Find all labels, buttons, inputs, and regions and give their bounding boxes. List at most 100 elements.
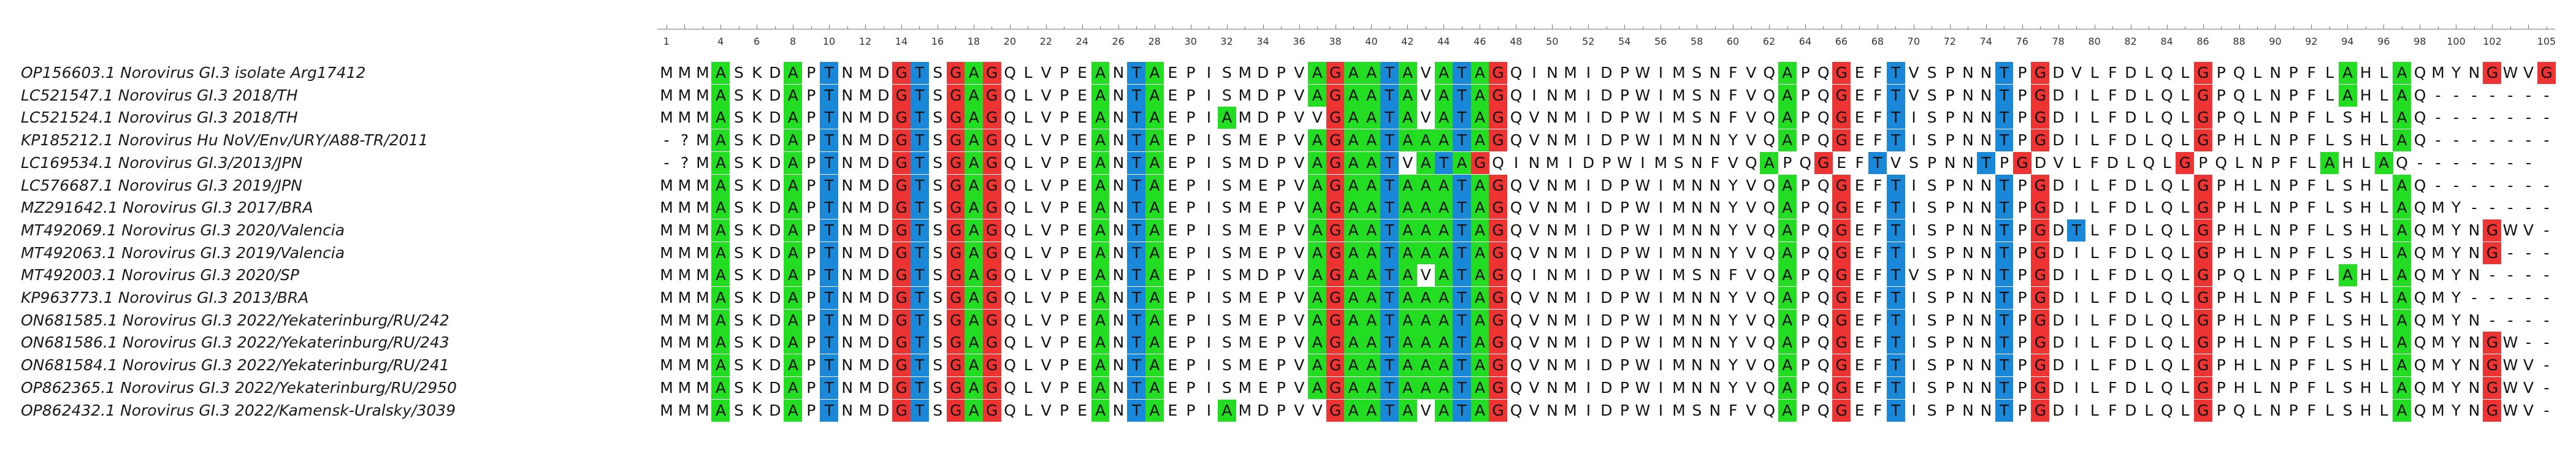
sequence-name[interactable]: MT492063.1 Norovirus GI.3 2019/Valencia: [21, 243, 345, 262]
residue-cell: H: [2360, 243, 2372, 262]
residue-cell: Q: [1004, 289, 1016, 306]
residue-cell: M: [1672, 243, 1686, 262]
ruler-tick-mark: [2166, 25, 2168, 29]
residue-cell: D: [2125, 333, 2137, 352]
residue-cell: K: [752, 311, 762, 329]
residue-cell: H: [2360, 311, 2372, 329]
residue-cell: N: [1112, 199, 1125, 217]
residue-cell: E: [1854, 266, 1865, 284]
sequence-name[interactable]: LC169534.1 Norovirus GI.3/2013/JPN: [21, 153, 303, 172]
residue-cell: I: [1513, 153, 1519, 172]
residue-cell: M: [1672, 333, 1686, 352]
residue-cell: I: [1206, 333, 1212, 352]
residue-cell: Q: [1510, 311, 1523, 329]
residue-cell: D: [2052, 64, 2065, 82]
sequence-name[interactable]: MT492003.1 Norovirus GI.3 2020/SP: [21, 266, 300, 284]
residue-cell: T: [1453, 264, 1472, 287]
residue-cell: A: [1091, 62, 1110, 84]
residue-cell: D: [769, 356, 781, 375]
residue-cell: A: [1778, 354, 1797, 377]
residue-cell: N: [2269, 108, 2282, 127]
residue-cell: -: [2417, 153, 2423, 172]
residue-cell: T: [1995, 129, 2014, 152]
sequence-name[interactable]: ON681585.1 Norovirus GI.3 2022/Yekaterin…: [21, 311, 449, 329]
residue-cell: Q: [1004, 401, 1016, 419]
residue-cell: D: [877, 86, 890, 104]
residue-cell: E: [1077, 378, 1087, 397]
residue-cell: A: [1778, 197, 1797, 219]
sequence-name[interactable]: LC576687.1 Norovirus GI.3 2019/JPN: [21, 176, 302, 194]
residue-cell: V: [1746, 333, 1757, 352]
residue-cell: P: [1059, 199, 1069, 217]
residue-cell: L: [2090, 311, 2099, 329]
residue-cell: G: [2031, 62, 2050, 84]
sequence-name[interactable]: KP963773.1 Norovirus GI.3 2013/BRA: [21, 289, 309, 306]
residue-cell: A: [1398, 84, 1417, 107]
residue-cell: Q: [2233, 108, 2245, 127]
residue-cell: A: [1091, 399, 1110, 422]
residue-cell: M: [1238, 131, 1252, 150]
sequence-name[interactable]: ON681584.1 Norovirus GI.3 2022/Yekaterin…: [21, 356, 449, 375]
residue-cell: N: [1709, 86, 1721, 104]
residue-cell: T: [1868, 151, 1887, 174]
residue-cell: A: [1434, 264, 1453, 287]
ruler-tick-mark: [1136, 26, 1137, 29]
sequence-name[interactable]: MT492069.1 Norovirus GI.3 2020/Valencia: [21, 221, 345, 239]
residue-cell: N: [2468, 333, 2480, 352]
sequence-name[interactable]: LC521547.1 Norovirus GI.3 2018/TH: [21, 86, 298, 104]
residue-cell: P: [1945, 333, 1955, 352]
sequence-name[interactable]: OP862365.1 Norovirus GI.3 2022/Yekaterin…: [21, 378, 457, 397]
ruler-tick-mark: [1624, 25, 1626, 29]
residue-cell: E: [1168, 199, 1178, 217]
ruler-tick-mark: [2329, 26, 2330, 29]
residue-cell: N: [2269, 64, 2282, 82]
residue-cell: S: [733, 243, 744, 262]
sequence-name[interactable]: OP156603.1 Norovirus GI.3 isolate Arg174…: [21, 64, 366, 82]
residue-cell: A: [1470, 376, 1489, 399]
residue-cell: H: [2360, 199, 2372, 217]
residue-cell: I: [1911, 131, 1916, 150]
sequence-name[interactable]: MZ291642.1 Norovirus GI.3 2017/BRA: [21, 199, 313, 217]
residue-cell: A: [1416, 197, 1435, 219]
residue-cell: G: [2193, 107, 2212, 129]
sequence-name[interactable]: LC521524.1 Norovirus GI.3 2018/TH: [21, 108, 298, 127]
sequence-name[interactable]: KP185212.1 Norovirus Hu NoV/Env/URY/A88-…: [21, 131, 429, 150]
residue-cell: V: [1890, 153, 1901, 172]
residue-cell: A: [711, 242, 730, 264]
residue-cell: E: [1258, 199, 1268, 217]
residue-cell: A: [2393, 399, 2412, 422]
residue-cell: G: [2031, 376, 2050, 399]
residue-cell: A: [1308, 264, 1327, 287]
residue-cell: N: [1112, 266, 1125, 284]
residue-cell: E: [1077, 86, 1087, 104]
residue-cell: L: [2379, 243, 2388, 262]
residue-cell: -: [2453, 108, 2459, 127]
residue-cell: A: [1091, 84, 1110, 107]
residue-cell: S: [1692, 108, 1702, 127]
residue-cell: L: [2379, 221, 2388, 239]
ruler-tick-label: 66: [1835, 36, 1848, 47]
residue-cell: A: [784, 399, 803, 422]
residue-cell: -: [2525, 311, 2531, 329]
sequence-name[interactable]: ON681586.1 Norovirus GI.3 2022/Yekaterin…: [21, 333, 449, 352]
residue-cell: P: [2288, 108, 2298, 127]
ruler-tick-mark: [2275, 25, 2276, 29]
residue-cell: N: [1709, 333, 1721, 352]
residue-cell: L: [1023, 289, 1033, 306]
residue-cell: L: [2180, 333, 2190, 352]
ruler-tick-label: 34: [1256, 36, 1269, 47]
residue-cell: Q: [1817, 401, 1830, 419]
residue-cell: Q: [1763, 199, 1776, 217]
residue-cell: M: [858, 356, 873, 375]
residue-cell: A: [1145, 151, 1164, 174]
residue-cell: N: [1962, 86, 1974, 104]
sequence-name[interactable]: OP862432.1 Norovirus GI.3 2022/Kamensk-U…: [21, 401, 456, 419]
residue-cell: P: [1800, 243, 1810, 262]
residue-cell: -: [2544, 199, 2550, 217]
residue-cell: L: [2090, 131, 2099, 150]
residue-cell: L: [1023, 243, 1033, 262]
residue-cell: E: [1168, 86, 1178, 104]
residue-cell: M: [660, 401, 673, 419]
ruler-tick-label: 18: [967, 36, 980, 47]
residue-cell: D: [1600, 266, 1613, 284]
